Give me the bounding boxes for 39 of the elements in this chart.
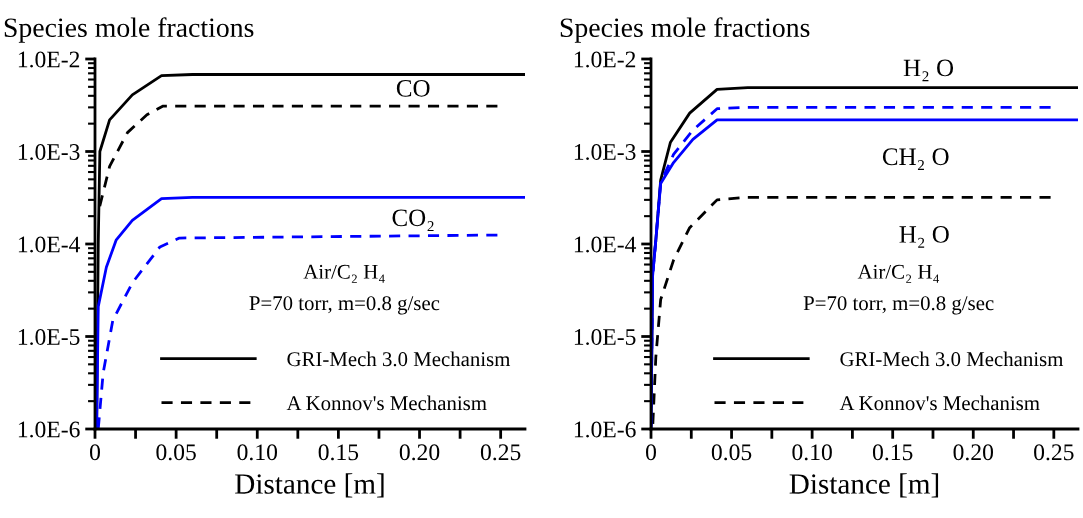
y-tick-label: 1.0E-2	[18, 51, 80, 68]
x-tick-label: 0.25	[1034, 444, 1074, 461]
y-tick-label: 1.0E-4	[574, 236, 637, 253]
x-tick-label: 0.20	[399, 444, 440, 461]
x-tick-label: 0.05	[156, 444, 196, 461]
x-tick-label: 0.10	[792, 444, 832, 461]
chart-title: Species mole fractions	[4, 17, 254, 43]
x-axis-title: Distance [m]	[235, 473, 384, 498]
y-tick-label: 1.0E-4	[18, 236, 81, 253]
annotation: P=70 torr, m=0.8 g/sec	[803, 296, 994, 315]
legend-label: A Konnov's Mechanism	[286, 395, 487, 411]
x-tick-label: 0.20	[953, 444, 994, 461]
y-tick-label: 1.0E-2	[574, 51, 636, 68]
y-tick-label: 1.0E-3	[18, 143, 80, 161]
y-tick-label: 1.0E-5	[574, 328, 636, 346]
annotation: Air/C₂ H₄	[857, 264, 940, 283]
annotation: H₂ O	[899, 226, 949, 248]
chart-title: Species mole fractions	[560, 17, 810, 43]
x-tick-label: 0.15	[872, 444, 913, 461]
x-tick-label: 0.15	[318, 444, 359, 461]
annotation: CO₂	[392, 209, 434, 232]
annotation: H₂ O	[903, 59, 954, 82]
y-tick-label: 1.0E-6	[18, 421, 80, 438]
annotation: CO	[396, 79, 430, 97]
x-tick-label: 0	[646, 444, 656, 461]
annotation: Air/C₂ H₄	[303, 264, 385, 283]
annotation: CH₂ O	[882, 148, 949, 170]
legend-label: GRI-Mech 3.0 Mechanism	[840, 351, 1064, 367]
x-tick-label: 0	[90, 444, 100, 461]
legend-label: GRI-Mech 3.0 Mechanism	[287, 351, 511, 367]
y-tick-label: 1.0E-3	[574, 143, 636, 161]
annotation: P=70 torr, m=0.8 g/sec	[249, 296, 440, 315]
x-tick-label: 0.05	[711, 444, 752, 461]
x-axis-title: Distance [m]	[789, 473, 939, 498]
x-tick-label: 0.25	[480, 444, 521, 461]
legend-label: A Konnov's Mechanism	[839, 395, 1040, 411]
x-tick-label: 0.10	[237, 444, 278, 461]
y-tick-label: 1.0E-5	[18, 328, 80, 346]
y-tick-label: 1.0E-6	[574, 421, 636, 438]
